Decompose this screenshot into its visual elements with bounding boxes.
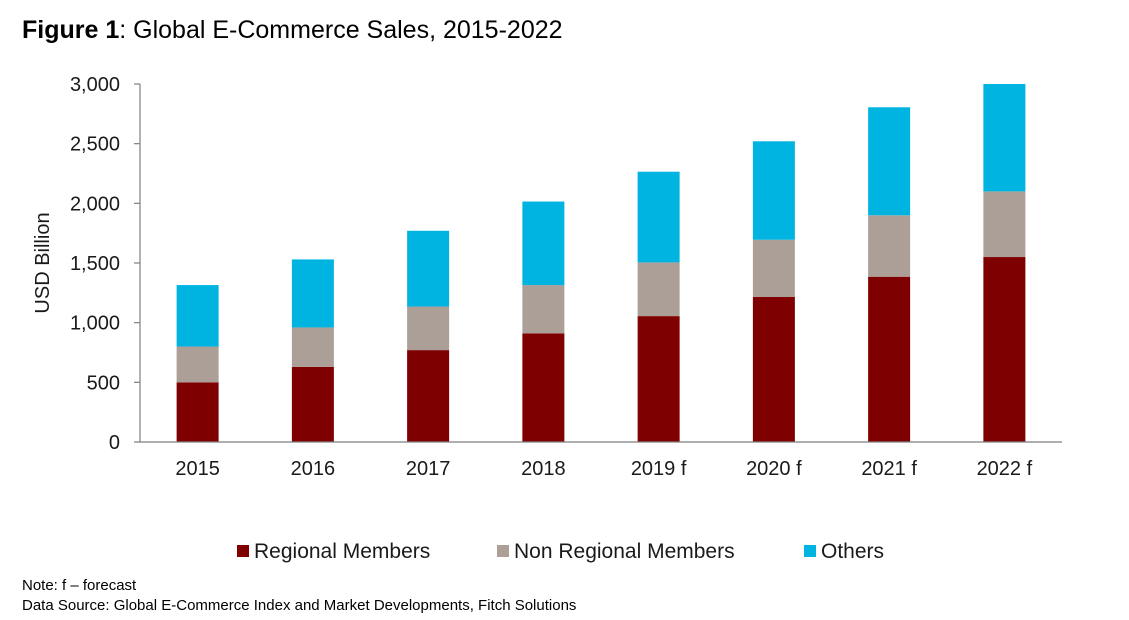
bar-regional-members <box>522 333 565 442</box>
y-tick-label: 0 <box>109 432 120 454</box>
y-axis: 0 500 1,000 1,500 2,000 2,500 3,000 USD Billion <box>32 74 141 454</box>
x-tick-label: 2015 <box>175 458 220 480</box>
legend: Regional Members Non Regional Members Othe… <box>237 540 884 563</box>
bar-others <box>868 107 911 216</box>
bar-others <box>291 259 334 328</box>
bar-others <box>752 141 795 240</box>
y-axis-title: USD Billion <box>32 212 54 313</box>
legend-label: Regional Members <box>254 540 430 563</box>
x-tick-label: 2017 <box>406 458 451 480</box>
x-tick-label: 2022 f <box>977 458 1033 480</box>
bar-regional-members <box>407 350 450 442</box>
notes: Note: f – forecast Data Source: Global E… <box>22 576 576 616</box>
bar-others <box>983 84 1026 192</box>
legend-swatch <box>497 545 509 557</box>
y-tick-label: 3,000 <box>70 74 120 96</box>
bar-regional-members <box>868 276 911 442</box>
legend-item: Non Regional Members <box>497 540 735 563</box>
bar-others <box>637 171 680 263</box>
legend-label: Non Regional Members <box>514 540 735 563</box>
bar-regional-members <box>752 297 795 442</box>
x-axis: 2015 2016 2017 2018 2019 f 2020 f 2021 f 2022 f <box>140 441 1062 480</box>
y-tick-label: 500 <box>87 372 120 394</box>
y-tick-label: 2,500 <box>70 134 120 156</box>
bar-non-regional-members <box>868 215 911 277</box>
y-tick-label: 1,000 <box>70 313 120 335</box>
legend-label: Others <box>821 540 884 563</box>
legend-swatch <box>237 545 249 557</box>
bar-others <box>176 285 219 347</box>
bar-non-regional-members <box>752 239 795 298</box>
x-tick-label: 2020 f <box>746 458 802 480</box>
bar-non-regional-members <box>637 262 680 317</box>
bars <box>176 84 1026 442</box>
x-tick-label: 2019 f <box>631 458 687 480</box>
x-tick-label: 2016 <box>291 458 336 480</box>
bar-regional-members <box>637 316 680 442</box>
x-tick-label: 2021 f <box>861 458 917 480</box>
bar-others <box>407 230 450 307</box>
y-tick-label: 2,000 <box>70 193 120 215</box>
bar-non-regional-members <box>176 346 219 383</box>
bar-non-regional-members <box>291 327 334 367</box>
legend-item: Others <box>804 540 884 563</box>
bar-others <box>522 201 565 286</box>
x-tick-label: 2018 <box>521 458 566 480</box>
y-tick-label: 1,500 <box>70 253 120 275</box>
legend-item: Regional Members <box>237 540 430 563</box>
bar-non-regional-members <box>407 306 450 351</box>
forecast-note: Note: f – forecast <box>22 577 137 594</box>
bar-regional-members <box>291 366 334 442</box>
figure-title: Figure 1: Global E-Commerce Sales, 2015-… <box>22 16 563 45</box>
bar-non-regional-members <box>522 285 565 334</box>
figure-number: Figure 1 <box>22 16 120 44</box>
bar-regional-members <box>176 382 219 442</box>
figure-title-text: : Global E-Commerce Sales, 2015-2022 <box>119 16 563 44</box>
legend-swatch <box>804 545 816 557</box>
bar-regional-members <box>983 257 1026 442</box>
data-source: Data Source: Global E-Commerce Index and… <box>22 597 577 614</box>
bar-non-regional-members <box>983 191 1026 258</box>
